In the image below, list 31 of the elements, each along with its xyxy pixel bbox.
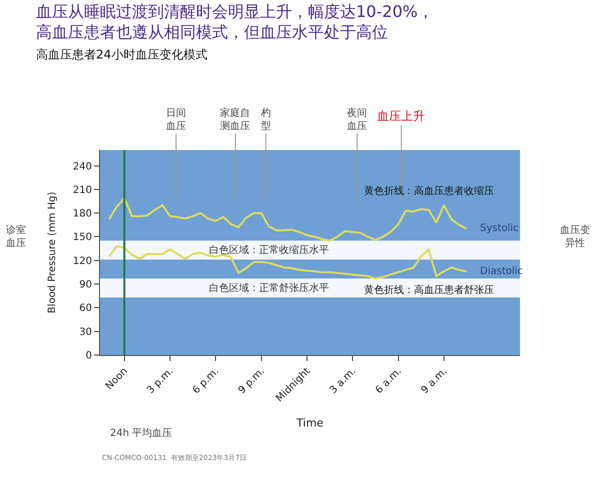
y-tick-label: 60 (79, 303, 92, 314)
text: 诊室血压 (6, 224, 26, 249)
text: 日间血压 (166, 107, 186, 132)
x-tick-label: 6 a.m. (374, 366, 404, 396)
y-axis-title: Blood Pressure (mm Hg) (46, 192, 58, 314)
y-tick-label: 120 (72, 256, 92, 267)
annotation: 黄色折线：高血压患者舒张压 (364, 284, 494, 296)
text: 家庭自测血压 (220, 107, 250, 132)
y-tick-label: 90 (79, 280, 92, 291)
y-tick-label: 180 (72, 208, 92, 220)
text: 夜间血压 (347, 107, 367, 132)
line-series (108, 197, 468, 242)
annotation: 黄色折线：高血压患者收缩压 (364, 185, 494, 197)
text: 24h 平均血压 (110, 427, 172, 439)
y-tick-label: 30 (79, 326, 92, 338)
band-label: 白色区域：正常收缩压水平 (209, 244, 329, 256)
y-tick-label: 240 (72, 161, 92, 172)
text: 杓型 (260, 107, 271, 132)
band-label: 白色区域：正常舒张压水平 (209, 282, 329, 294)
text: 血压上升 (377, 109, 425, 123)
chart-subtitle: 高血压患者24小时血压变化模式 (36, 47, 208, 62)
x-tick-label: 3 a.m. (328, 366, 358, 396)
chart-title: 血压从睡眠过渡到清醒时会明显上升，幅度达10-20%，高血压患者也遵从相同模式，但血压水平处于高位 (36, 2, 434, 42)
x-axis-title: Time (296, 416, 324, 430)
x-tick-label: 9 a.m. (419, 366, 450, 396)
text: 血压变异性 (560, 224, 590, 249)
y-tick-label: 210 (72, 184, 92, 196)
series-label: Systolic (480, 223, 519, 234)
line-series (108, 245, 468, 280)
y-tick-label: 150 (72, 232, 92, 244)
y-tick-label: 0 (86, 350, 92, 362)
